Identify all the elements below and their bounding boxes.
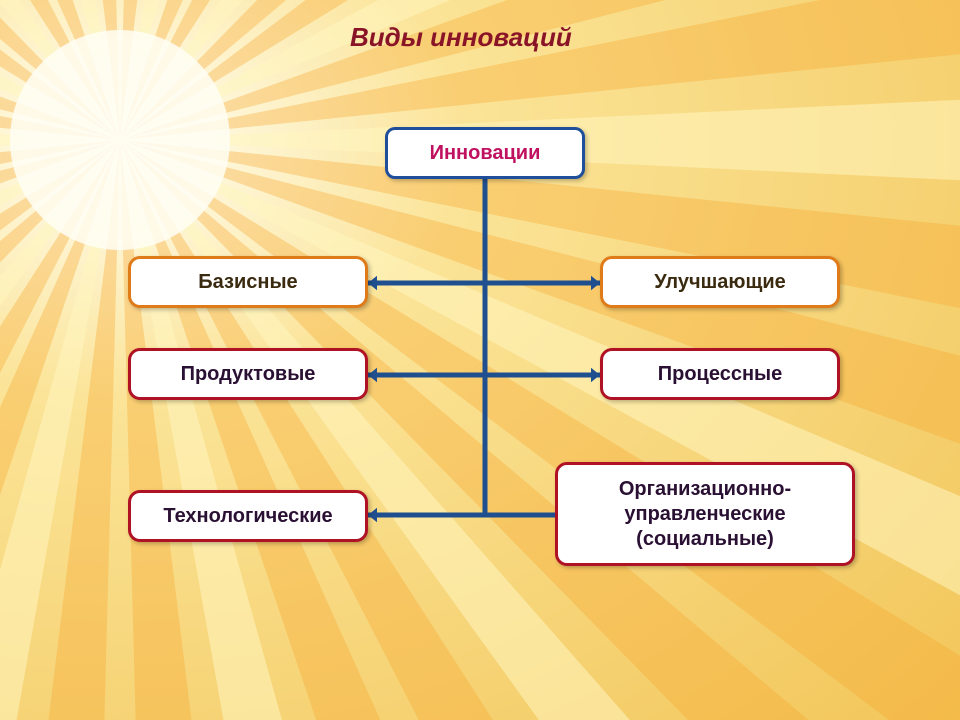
node-tech: Технологические — [128, 490, 368, 542]
node-basic: Базисные — [128, 256, 368, 308]
node-org: Организационно- управленческие (социальн… — [555, 462, 855, 566]
node-label: Организационно- управленческие (социальн… — [619, 477, 791, 552]
node-improving: Улучшающие — [600, 256, 840, 308]
node-label: Улучшающие — [654, 270, 786, 295]
page-title: Виды инноваций — [350, 22, 572, 53]
node-root: Инновации — [385, 127, 585, 179]
node-label: Инновации — [430, 141, 541, 166]
node-label: Базисные — [198, 270, 297, 295]
node-process: Процессные — [600, 348, 840, 400]
node-product: Продуктовые — [128, 348, 368, 400]
node-label: Продуктовые — [181, 362, 316, 387]
node-label: Технологические — [163, 504, 332, 529]
node-label: Процессные — [658, 362, 783, 387]
